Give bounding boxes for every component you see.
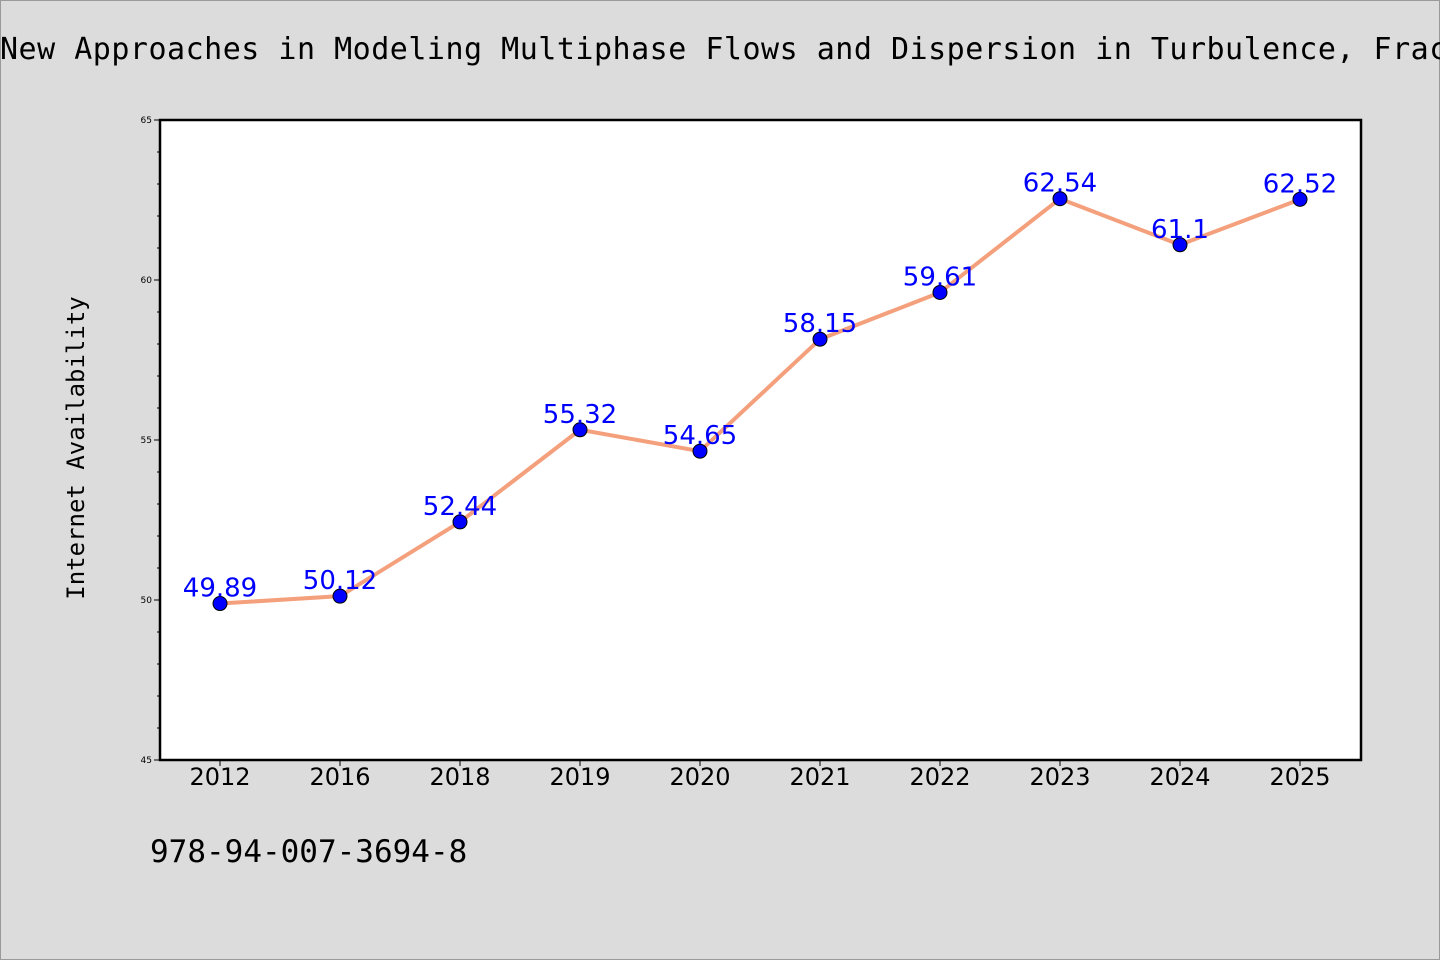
x-axis: 2012 2016 2018 2019 2020 2021 2022 2023 2024 2025 bbox=[189, 760, 1331, 791]
plot-area bbox=[158, 118, 1363, 762]
isbn-text: 978-94-007-3694-8 bbox=[150, 834, 468, 870]
x-tick-label: 2023 bbox=[1029, 763, 1090, 791]
x-tick-label: 2012 bbox=[189, 763, 250, 791]
y-tick-label: 65 bbox=[141, 116, 152, 126]
data-label: 50.12 bbox=[303, 566, 377, 596]
data-point bbox=[812, 331, 828, 347]
data-point bbox=[1172, 237, 1188, 253]
y-tick-label: 60 bbox=[141, 276, 153, 286]
x-tick-label: 2024 bbox=[1149, 763, 1210, 791]
data-label: 49.89 bbox=[183, 574, 257, 604]
data-point bbox=[452, 514, 468, 530]
data-point bbox=[1292, 191, 1308, 207]
x-tick-label: 2022 bbox=[909, 763, 970, 791]
data-point bbox=[692, 443, 708, 459]
data-label: 61.1 bbox=[1151, 215, 1209, 245]
data-point bbox=[332, 588, 348, 604]
x-tick-label: 2019 bbox=[549, 763, 610, 791]
chart-title: New Approaches in Modeling Multiphase Fl… bbox=[0, 32, 1440, 67]
x-tick-label: 2020 bbox=[669, 763, 730, 791]
y-tick-label: 55 bbox=[141, 436, 152, 446]
x-tick-label: 2021 bbox=[789, 763, 850, 791]
data-point bbox=[1052, 191, 1068, 207]
x-tick-label: 2018 bbox=[429, 763, 490, 791]
data-label: 58.15 bbox=[783, 309, 857, 339]
y-axis-label: Internet Availability bbox=[62, 296, 90, 599]
data-label: 54.65 bbox=[663, 421, 737, 451]
y-axis: 45 50 55 60 65 bbox=[141, 116, 160, 766]
y-tick-label: 50 bbox=[141, 596, 153, 606]
data-label: 62.52 bbox=[1263, 169, 1337, 199]
x-tick-label: 2025 bbox=[1269, 763, 1330, 791]
x-tick-label: 2016 bbox=[309, 763, 370, 791]
data-label: 62.54 bbox=[1023, 169, 1097, 199]
data-label: 59.61 bbox=[903, 262, 977, 292]
data-label: 55.32 bbox=[543, 400, 617, 430]
data-point bbox=[572, 422, 588, 438]
data-label: 52.44 bbox=[423, 492, 497, 522]
data-point bbox=[932, 284, 948, 300]
data-point bbox=[212, 596, 228, 612]
series-line bbox=[219, 196, 1301, 606]
y-tick-label: 45 bbox=[141, 756, 152, 766]
series-group: 49.89 50.12 52.44 55.32 54.65 58.15 59.61 62.54… bbox=[183, 169, 1337, 612]
